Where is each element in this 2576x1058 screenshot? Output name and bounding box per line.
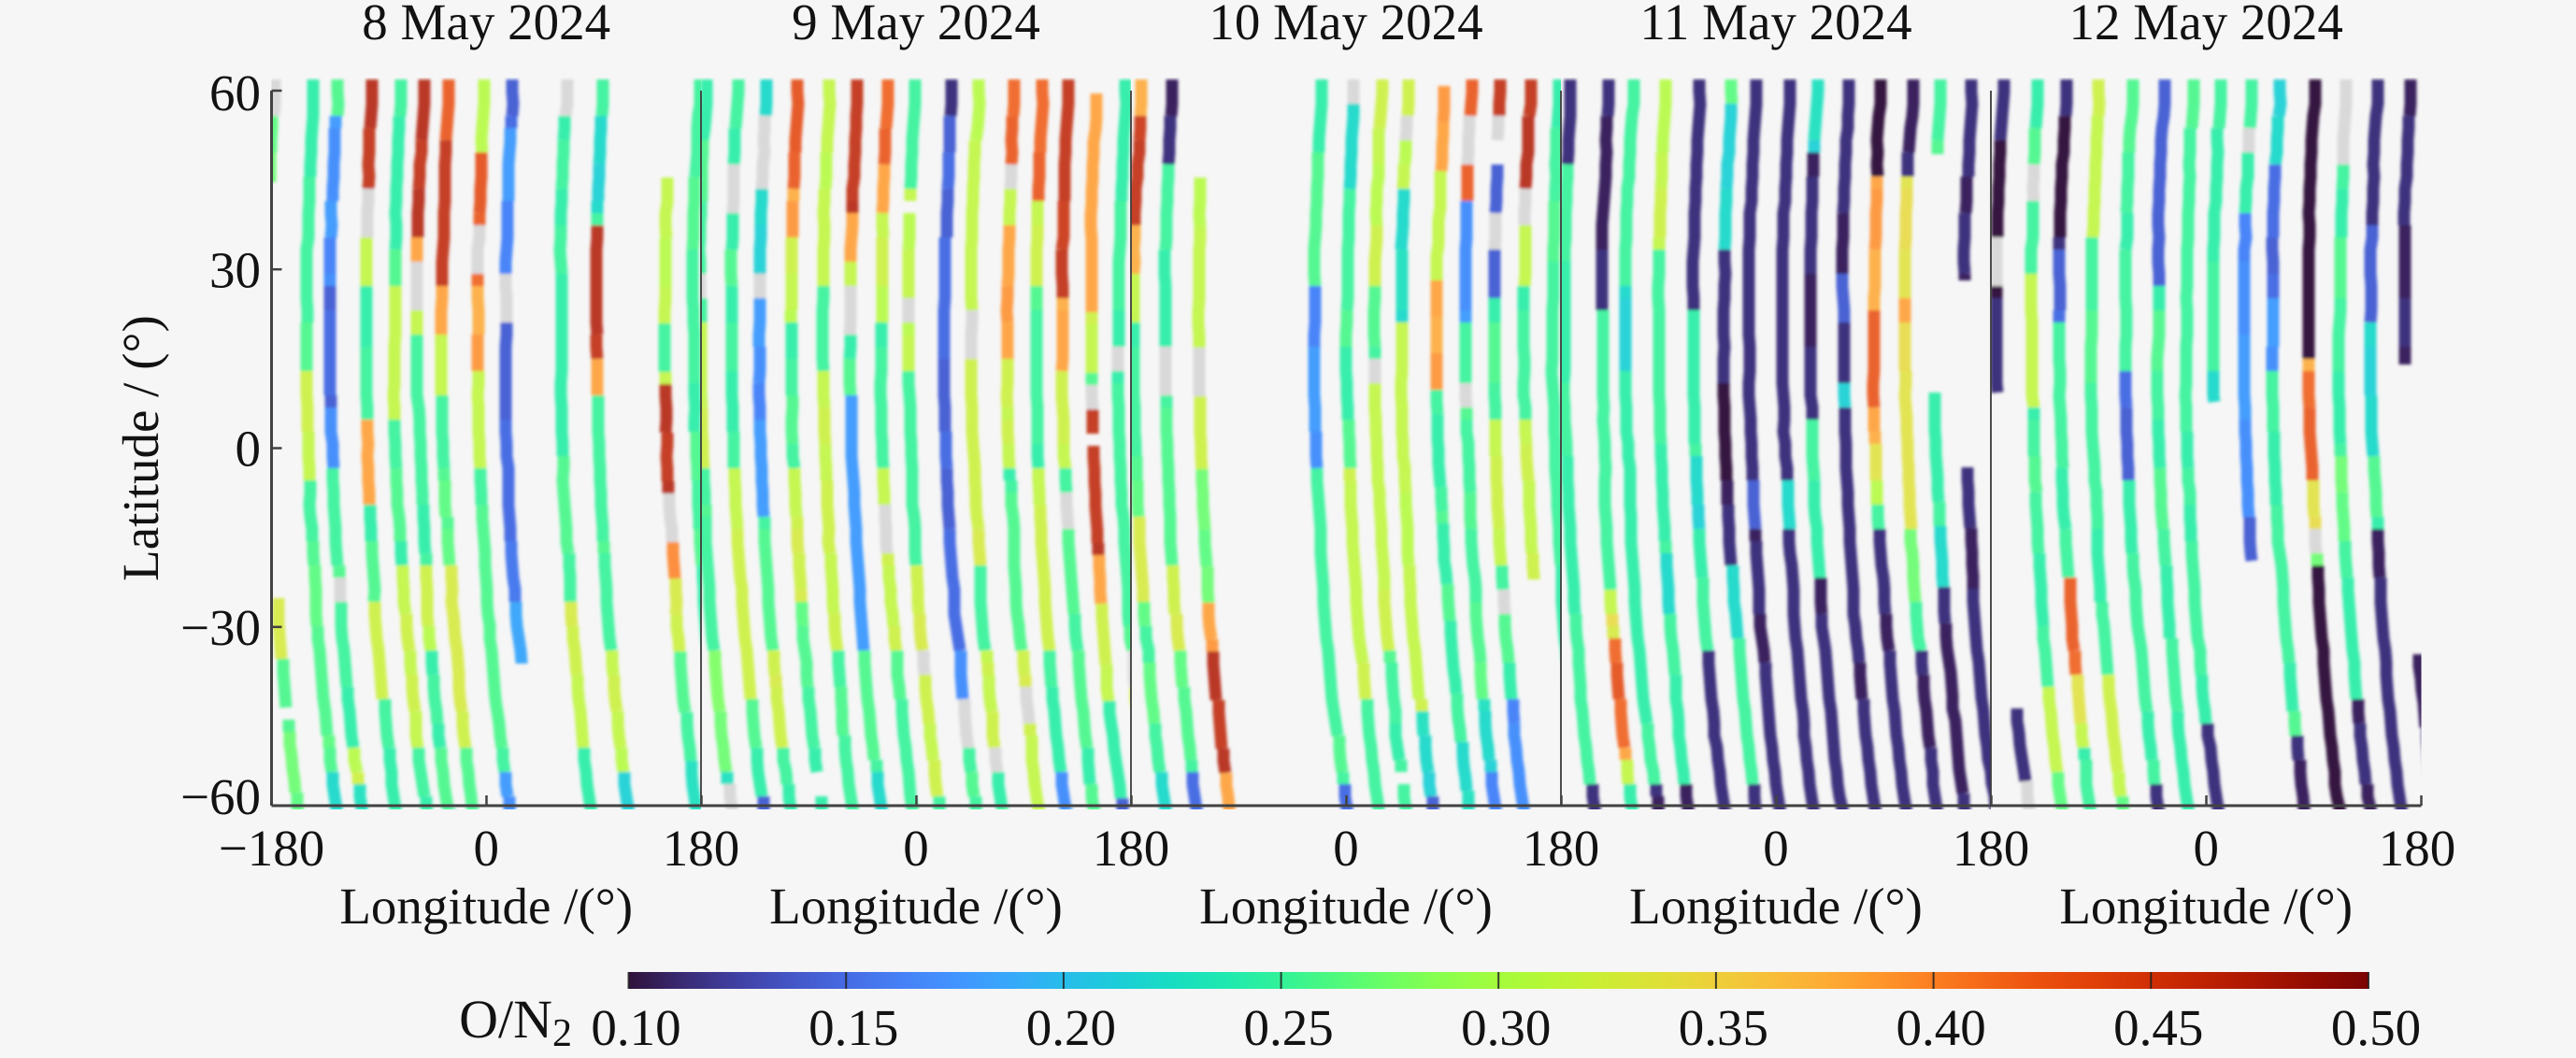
svg-text:Longitude /(°): Longitude /(°) <box>339 878 633 935</box>
svg-text:0.45: 0.45 <box>2113 999 2203 1056</box>
svg-text:0: 0 <box>2193 820 2219 877</box>
svg-text:180: 180 <box>2379 820 2456 877</box>
svg-text:9 May 2024: 9 May 2024 <box>792 0 1040 50</box>
svg-text:11 May 2024: 11 May 2024 <box>1639 0 1911 50</box>
svg-text:180: 180 <box>1953 820 2030 877</box>
svg-text:0: 0 <box>1763 820 1789 877</box>
svg-text:0.40: 0.40 <box>1896 999 1985 1056</box>
svg-text:0.25: 0.25 <box>1243 999 1333 1056</box>
svg-text:Latitude / (°): Latitude / (°) <box>112 315 169 581</box>
svg-text:−180: −180 <box>219 820 325 877</box>
svg-text:8 May 2024: 8 May 2024 <box>362 0 610 50</box>
svg-text:180: 180 <box>1523 820 1600 877</box>
svg-text:Longitude /(°): Longitude /(°) <box>769 878 1063 935</box>
svg-text:0: 0 <box>1333 820 1359 877</box>
svg-text:0.20: 0.20 <box>1026 999 1116 1056</box>
svg-text:0.30: 0.30 <box>1461 999 1551 1056</box>
svg-text:Longitude /(°): Longitude /(°) <box>1199 878 1493 935</box>
svg-text:0.35: 0.35 <box>1679 999 1768 1056</box>
svg-text:Longitude /(°): Longitude /(°) <box>1629 878 1923 935</box>
svg-text:0.50: 0.50 <box>2331 999 2421 1056</box>
svg-text:−60: −60 <box>180 768 261 825</box>
svg-text:180: 180 <box>663 820 740 877</box>
svg-text:0: 0 <box>473 820 499 877</box>
svg-text:0: 0 <box>236 421 262 478</box>
svg-text:10 May 2024: 10 May 2024 <box>1209 0 1482 50</box>
svg-text:−30: −30 <box>180 599 261 656</box>
svg-text:180: 180 <box>1093 820 1170 877</box>
svg-text:30: 30 <box>209 241 261 298</box>
svg-text:0.15: 0.15 <box>809 999 898 1056</box>
svg-text:Longitude /(°): Longitude /(°) <box>2059 878 2353 935</box>
svg-text:60: 60 <box>209 64 261 122</box>
svg-text:12 May 2024: 12 May 2024 <box>2069 0 2343 50</box>
svg-text:0.10: 0.10 <box>591 999 680 1056</box>
svg-text:0: 0 <box>903 820 929 877</box>
